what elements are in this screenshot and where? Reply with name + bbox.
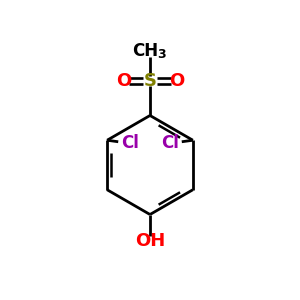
Text: 3: 3: [158, 48, 166, 61]
Text: CH: CH: [132, 42, 159, 60]
Text: S: S: [143, 72, 157, 90]
Text: O: O: [169, 72, 184, 90]
Text: OH: OH: [135, 232, 165, 250]
Text: Cl: Cl: [121, 134, 139, 152]
Text: O: O: [116, 72, 131, 90]
Text: Cl: Cl: [161, 134, 179, 152]
